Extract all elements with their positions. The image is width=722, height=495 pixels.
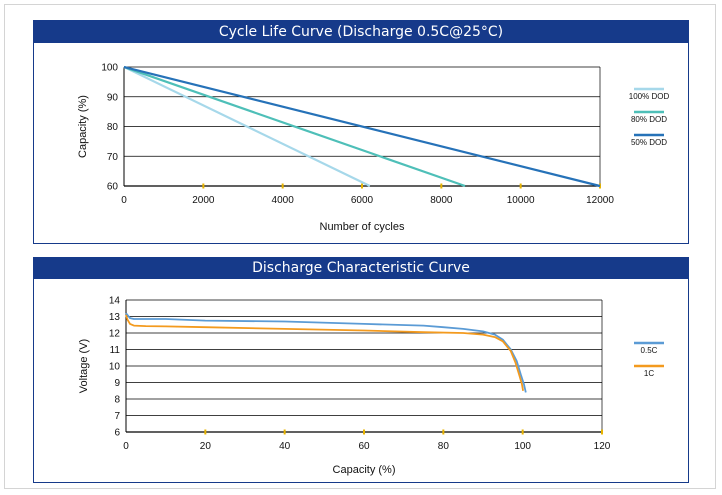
- x-axis-title: Capacity (%): [333, 464, 396, 476]
- x-tick-label: 2000: [192, 195, 215, 206]
- x-tick-label: 100: [514, 441, 531, 452]
- x-tick-label: 120: [594, 441, 611, 452]
- y-tick-label: 80: [107, 122, 119, 133]
- x-tick-label: 0: [121, 195, 127, 206]
- series-line: [123, 65, 466, 188]
- y-tick-label: 100: [101, 63, 118, 74]
- y-tick-label: 8: [114, 395, 120, 406]
- x-tick-label: 4000: [272, 195, 295, 206]
- y-tick-label: 90: [107, 92, 119, 103]
- cycle-life-chart-title: Cycle Life Curve (Discharge 0.5C@25°C): [34, 21, 688, 43]
- y-tick-label: 10: [109, 362, 121, 373]
- legend-label: 100% DOD: [629, 92, 670, 101]
- legend-label: 1C: [644, 369, 654, 378]
- x-tick-label: 6000: [351, 195, 374, 206]
- discharge-chart-title: Discharge Characteristic Curve: [34, 258, 688, 279]
- x-tick-label: 12000: [586, 195, 614, 206]
- y-tick-label: 13: [109, 312, 121, 323]
- cycle-life-panel: Cycle Life Curve (Discharge 0.5C@25°C): [33, 20, 689, 244]
- x-tick-label: 0: [123, 441, 129, 452]
- y-tick-label: 12: [109, 329, 121, 340]
- legend-label: 80% DOD: [631, 115, 667, 124]
- y-tick-label: 60: [107, 182, 119, 193]
- x-tick-label: 60: [358, 441, 370, 452]
- y-tick-label: 14: [109, 296, 121, 307]
- series-line: [123, 66, 371, 187]
- discharge-panel: Discharge Characteristic Curve: [33, 257, 689, 483]
- y-tick-label: 7: [114, 411, 120, 422]
- x-tick-label: 20: [200, 441, 212, 452]
- x-tick-label: 80: [438, 441, 450, 452]
- x-axis-title: Number of cycles: [320, 221, 405, 233]
- y-tick-label: 70: [107, 152, 119, 163]
- legend-label: 50% DOD: [631, 138, 667, 147]
- y-tick-label: 9: [114, 378, 120, 389]
- series-line: [125, 314, 524, 391]
- series-line: [123, 65, 601, 188]
- x-tick-label: 8000: [430, 195, 453, 206]
- y-tick-label: 11: [110, 345, 121, 356]
- series-line: [125, 312, 527, 393]
- x-tick-label: 40: [279, 441, 291, 452]
- page-frame: [4, 4, 716, 489]
- y-axis-title: Capacity (%): [77, 95, 89, 158]
- y-tick-label: 6: [114, 428, 120, 439]
- y-axis-title: Voltage (V): [78, 339, 90, 393]
- legend-label: 0.5C: [641, 346, 658, 355]
- x-tick-label: 10000: [507, 195, 535, 206]
